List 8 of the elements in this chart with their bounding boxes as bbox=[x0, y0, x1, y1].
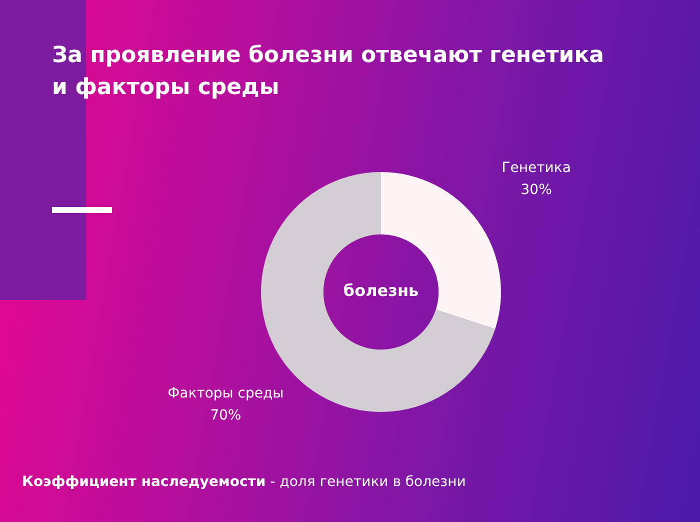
text: болезнь bbox=[343, 281, 419, 300]
slice-label: Генетика bbox=[502, 160, 571, 176]
data-label: 70% bbox=[210, 407, 242, 424]
slice-label: Факторы среды bbox=[168, 385, 284, 402]
text: Коэффициент наследуемости bbox=[22, 474, 266, 490]
text: - доля генетики в болезни bbox=[269, 474, 466, 490]
data-label: 30% bbox=[520, 182, 552, 198]
chart-title: За проявление болезни отвечают генетика и факторы среды bbox=[52, 42, 605, 102]
